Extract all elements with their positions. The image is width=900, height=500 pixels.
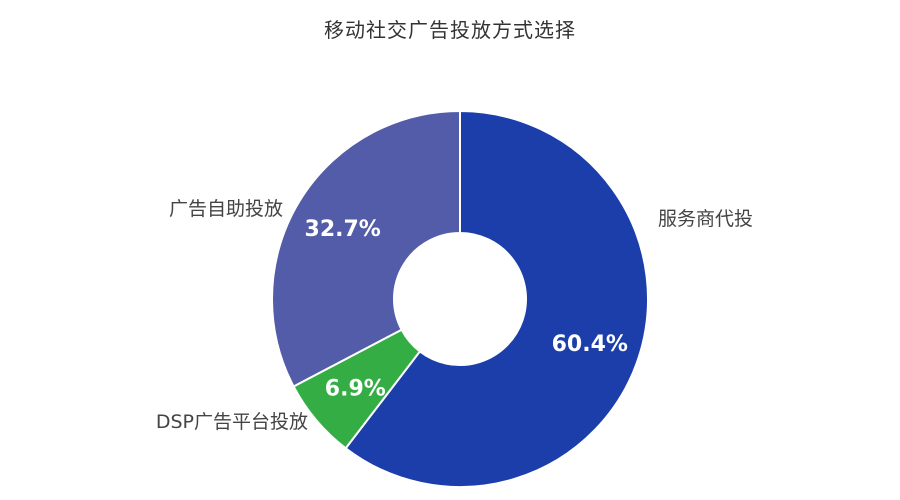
value-label-2: 6.9% bbox=[325, 376, 386, 401]
value-label-3: 32.7% bbox=[305, 217, 381, 242]
donut-slices bbox=[271, 109, 649, 488]
slice-3 bbox=[271, 109, 461, 388]
category-labels: 服务商代投 DSP广告平台投放 广告自助投放 bbox=[156, 198, 753, 433]
category-label-2: DSP广告平台投放 bbox=[156, 411, 308, 433]
value-labels: 60.4% 6.9% 32.7% bbox=[305, 217, 628, 401]
category-label-1: 服务商代投 bbox=[658, 208, 753, 230]
category-label-3: 广告自助投放 bbox=[169, 198, 283, 220]
chart-title: 移动社交广告投放方式选择 bbox=[324, 18, 576, 42]
slice-1 bbox=[344, 109, 649, 488]
value-label-1: 60.4% bbox=[552, 332, 628, 357]
